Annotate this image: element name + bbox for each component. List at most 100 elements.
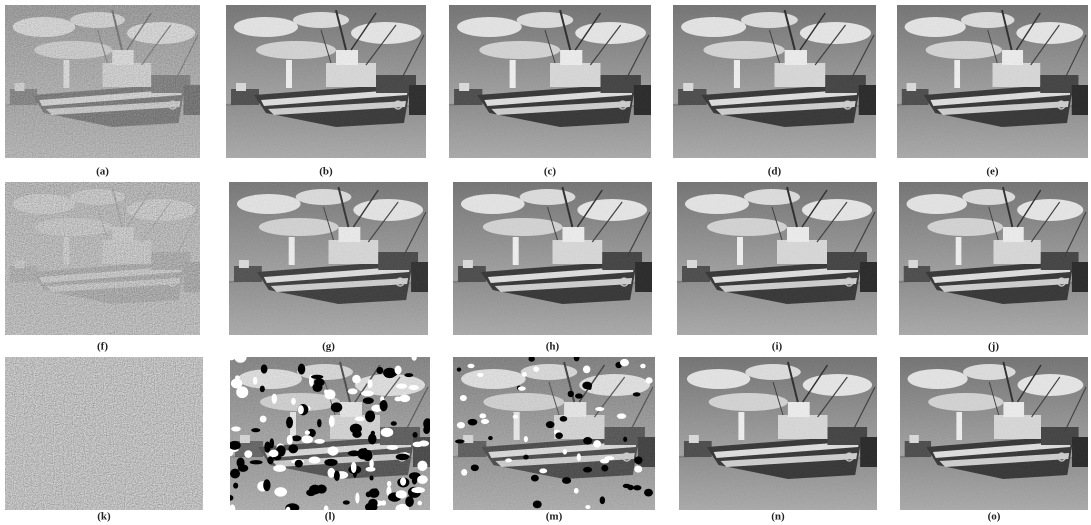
- impulse-blob: [288, 444, 298, 453]
- panel-image: [5, 182, 200, 335]
- impulse-blob: [605, 456, 615, 460]
- impulse-blob: [331, 402, 343, 412]
- impulse-blob: [317, 419, 321, 428]
- impulse-blob: [396, 383, 407, 388]
- impulse-blob: [309, 485, 321, 495]
- noise: [453, 182, 652, 335]
- image-content: [899, 182, 1088, 335]
- impulse-blob: [366, 467, 376, 472]
- impulse-blob: [562, 477, 571, 484]
- impulse-blob: [305, 430, 310, 435]
- impulse-blob: [600, 496, 605, 504]
- image-content: [5, 182, 200, 335]
- image-content: [5, 357, 203, 510]
- noise: [5, 357, 203, 510]
- impulse-blob: [523, 455, 528, 460]
- panel-caption: (m): [546, 511, 563, 523]
- image-content: [900, 357, 1088, 510]
- noise: [677, 182, 877, 335]
- impulse-blob: [261, 364, 268, 373]
- impulse-blob: [533, 500, 542, 508]
- panel-caption: (k): [97, 511, 111, 523]
- impulse-blob: [387, 445, 399, 450]
- impulse-blob: [367, 379, 372, 388]
- impulse-blob: [324, 389, 335, 399]
- panel-caption: (b): [319, 166, 333, 178]
- impulse-blob: [234, 352, 246, 363]
- impulse-blob: [634, 456, 642, 464]
- impulse-blob: [405, 496, 414, 507]
- impulse-blob: [413, 442, 423, 448]
- figure: (a)(b)(c)(d)(e)(f)(g)(h)(i)(j)(k)(l)(m)(…: [0, 0, 1091, 525]
- impulse-blob: [231, 426, 241, 431]
- impulse-blob: [287, 435, 293, 445]
- panel-caption: (c): [544, 166, 557, 178]
- impulse-blob: [568, 391, 574, 397]
- impulse-blob: [633, 392, 641, 396]
- impulse-blob: [408, 385, 418, 390]
- impulse-blob: [301, 435, 313, 443]
- impulse-blob: [583, 467, 592, 473]
- impulse-blob: [646, 377, 653, 384]
- panel-image: [900, 357, 1088, 510]
- impulse-blob: [467, 364, 474, 368]
- impulse-blob: [227, 356, 235, 361]
- image-content: [453, 182, 652, 335]
- noise: [673, 5, 876, 158]
- image-content: [673, 5, 876, 158]
- impulse-blob: [298, 405, 304, 414]
- impulse-blob: [274, 487, 287, 496]
- noise: [229, 182, 428, 335]
- impulse-blob: [412, 432, 417, 438]
- impulse-blob: [518, 386, 526, 390]
- panel-image: [899, 182, 1088, 335]
- impulse-blob: [244, 450, 252, 458]
- impulse-blob: [227, 495, 234, 501]
- impulse-blob: [546, 421, 555, 428]
- impulse-blob: [233, 483, 238, 489]
- impulse-blob: [391, 421, 397, 426]
- image-content: [677, 182, 877, 335]
- impulse-blob: [334, 471, 340, 481]
- impulse-blob: [457, 367, 462, 371]
- impulse-blob: [368, 434, 376, 445]
- panel-image: [673, 5, 876, 158]
- impulse-blob: [513, 415, 518, 419]
- image-content: [225, 352, 432, 514]
- impulse-blob: [471, 464, 479, 471]
- impulse-blob: [620, 359, 629, 366]
- impulse-blob: [238, 464, 248, 471]
- impulse-blob: [309, 456, 321, 463]
- impulse-blob: [351, 462, 357, 473]
- impulse-blob: [417, 501, 422, 506]
- impulse-blob: [229, 441, 241, 450]
- impulse-blob: [522, 372, 527, 377]
- impulse-blob: [623, 484, 631, 488]
- panel-caption: (a): [96, 166, 109, 178]
- impulse-blob: [260, 416, 267, 423]
- impulse-blob: [260, 386, 265, 393]
- impulse-blob: [461, 469, 467, 476]
- impulse-blob: [286, 417, 293, 428]
- impulse-blob: [577, 453, 581, 461]
- impulse-blob: [355, 492, 359, 503]
- impulse-blob: [531, 475, 539, 482]
- impulse-blob: [295, 460, 303, 468]
- impulse-blob: [264, 442, 270, 453]
- impulse-blob: [574, 488, 579, 494]
- impulse-blob: [481, 419, 489, 424]
- impulse-blob: [298, 364, 305, 375]
- impulse-blob: [229, 504, 235, 513]
- impulse-blob: [460, 395, 467, 401]
- impulse-blob: [324, 459, 337, 466]
- impulse-blob: [417, 461, 427, 471]
- impulse-blob: [343, 500, 350, 504]
- panel-image: [897, 5, 1088, 158]
- impulse-blob: [400, 477, 406, 485]
- impulse-blob: [355, 417, 365, 421]
- panel-image: [453, 182, 652, 335]
- impulse-blob: [588, 386, 592, 390]
- panel-caption: (i): [772, 341, 783, 353]
- impulse-blob: [348, 450, 360, 456]
- impulse-blob: [363, 397, 374, 404]
